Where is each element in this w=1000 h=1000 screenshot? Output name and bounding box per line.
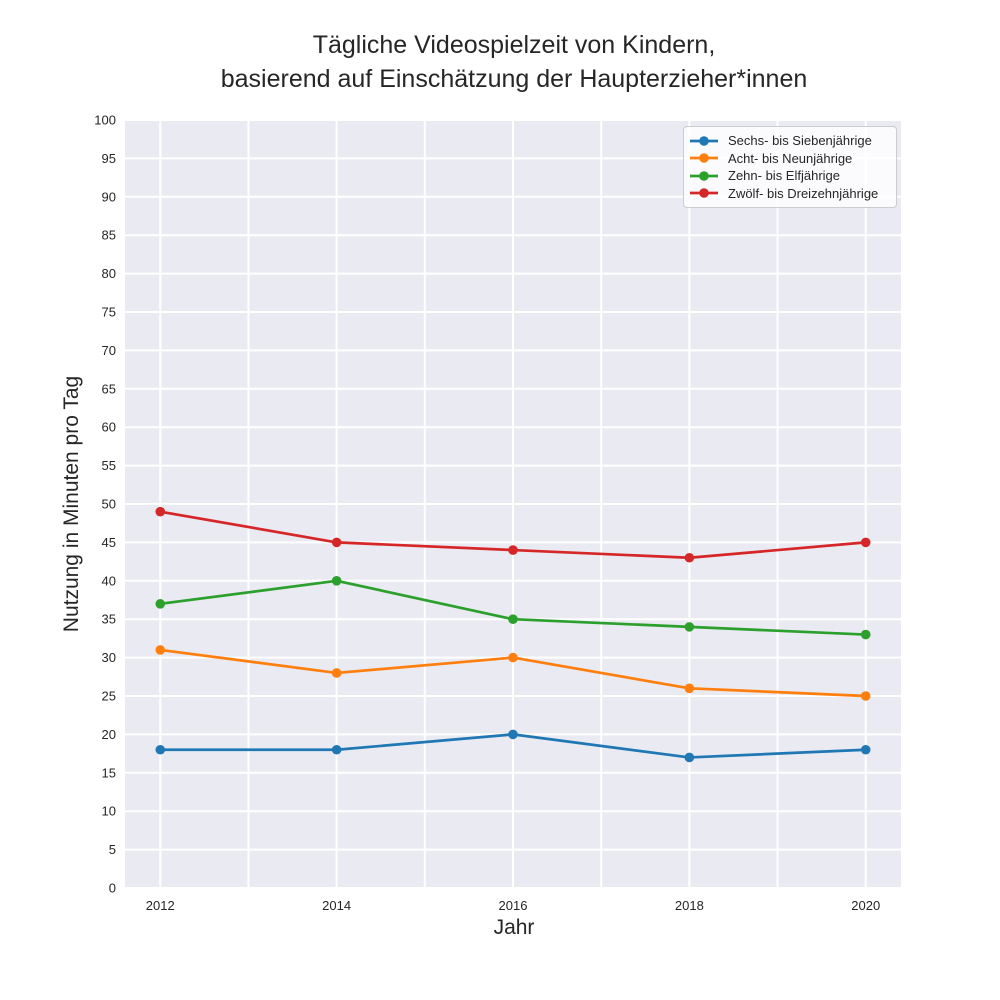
legend-line-marker-icon [690, 188, 718, 199]
tick-labels: 0 5 10 15 20 25 30 35 40 45 50 55 60 65 70 75 80 85 90 95 10… [94, 113, 880, 914]
y-tick-label: 90 [102, 189, 116, 204]
data-point [155, 744, 166, 755]
x-tick-label: 2018 [675, 898, 704, 913]
y-tick-label: 70 [102, 343, 116, 358]
data-point [860, 744, 871, 755]
legend-label: Sechs- bis Siebenjährige [728, 133, 872, 149]
series-0 [155, 729, 871, 763]
data-point [331, 668, 342, 678]
data-point [684, 683, 695, 694]
series-1 [155, 645, 871, 701]
y-tick-label: 75 [102, 305, 116, 320]
y-tick-label: 10 [102, 804, 116, 819]
x-tick-label: 2020 [851, 898, 880, 913]
series-2 [155, 576, 871, 640]
data-point [155, 599, 166, 609]
legend: Sechs- bis Siebenjährige Acht- bis Neunjä… [683, 126, 897, 208]
legend-label: Zehn- bis Elfjährige [728, 168, 840, 184]
data-point [508, 729, 518, 740]
legend-item: Sechs- bis Siebenjährige [689, 132, 888, 150]
legend-label: Zwölf- bis Dreizehnjährige [728, 185, 879, 201]
chart-title-line2: basierend auf Einschätzung der Haupterzi… [220, 65, 808, 93]
legend-item: Zwölf- bis Dreizehnjährige [689, 185, 888, 203]
legend-line-marker-icon [690, 153, 718, 164]
y-tick-label: 95 [102, 151, 116, 166]
data-point [860, 537, 871, 548]
y-tick-label: 65 [102, 381, 116, 396]
data-point [155, 645, 166, 655]
chart-title: Tägliche Videospielzeit von Kindern, bas… [125, 28, 903, 96]
y-tick-label: 80 [102, 266, 116, 281]
legend-line-marker-icon [690, 135, 718, 146]
chart-title-line1: Tägliche Videospielzeit von Kindern, [312, 31, 716, 59]
legend-item: Zehn- bis Elfjährige [689, 167, 888, 185]
data-point [331, 537, 342, 548]
data-point [684, 752, 695, 763]
series-3 [155, 506, 871, 563]
x-tick-label: 2014 [322, 898, 351, 913]
y-tick-label: 60 [102, 420, 116, 435]
data-point [331, 744, 342, 755]
data-point [331, 576, 342, 586]
y-tick-label: 35 [102, 612, 116, 627]
gridlines [125, 119, 901, 889]
y-tick-label: 50 [102, 497, 116, 512]
x-axis-label: Jahr [493, 916, 535, 939]
y-tick-label: 25 [102, 689, 116, 704]
legend-label: Acht- bis Neunjährige [728, 150, 853, 166]
x-tick-label: 2016 [499, 898, 528, 913]
data-point [684, 622, 695, 632]
y-tick-label: 40 [102, 573, 116, 588]
y-tick-label: 15 [102, 765, 116, 780]
legend-line-marker-icon [690, 170, 718, 181]
x-tick-label: 2012 [146, 898, 175, 913]
data-point [508, 545, 518, 555]
data-point [860, 629, 871, 640]
legend-item: Acht- bis Neunjährige [689, 150, 888, 168]
data-point [860, 691, 871, 701]
y-tick-label: 100 [94, 113, 116, 128]
y-tick-label: 0 [109, 881, 116, 896]
y-tick-label: 55 [102, 458, 116, 473]
data-point [508, 614, 518, 624]
y-tick-label: 85 [102, 228, 116, 243]
data-point [508, 652, 518, 663]
data-point [155, 506, 166, 517]
y-tick-label: 45 [102, 535, 116, 550]
y-tick-label: 20 [102, 727, 116, 742]
data-point [684, 552, 695, 563]
y-tick-label: 30 [102, 650, 116, 665]
y-tick-label: 5 [109, 842, 116, 857]
